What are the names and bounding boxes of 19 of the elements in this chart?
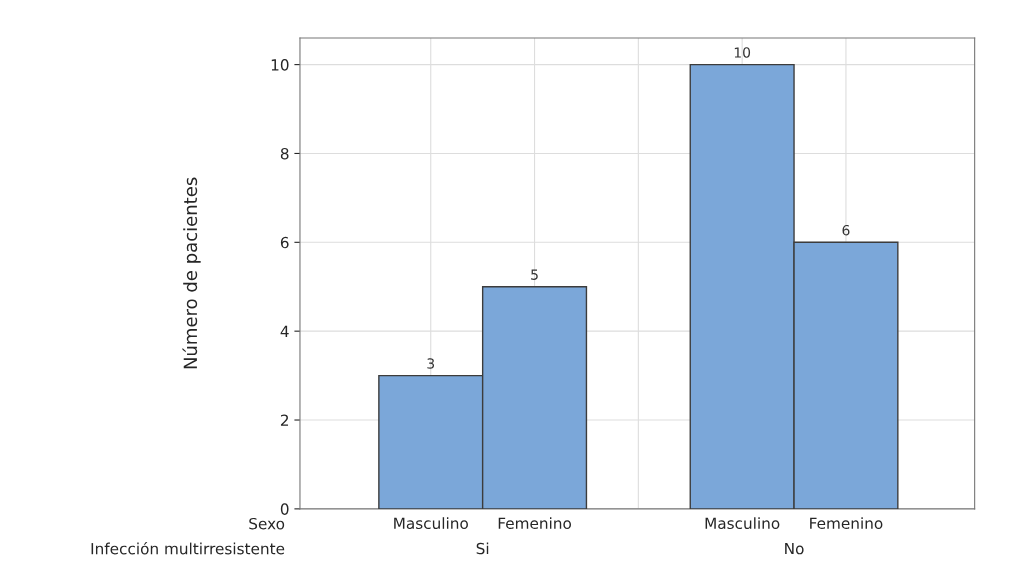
text: Si — [476, 542, 489, 555]
x-tick-label: Femenino — [498, 517, 572, 530]
y-axis-title: Número de pacientes — [182, 177, 201, 369]
text: Sexo — [249, 517, 285, 530]
y-tick-label: 10 — [271, 59, 289, 71]
y-tick-label: 0 — [280, 503, 289, 515]
y-tick-label: 8 — [280, 147, 289, 160]
y-tick-label: 6 — [280, 236, 289, 249]
text: No — [785, 542, 804, 555]
y-tick-label: 2 — [280, 414, 289, 426]
data-label: 10 — [734, 47, 751, 58]
data-label: 6 — [842, 224, 850, 236]
text: Infección multirresistente — [91, 542, 285, 555]
x-tick-label: Masculino — [705, 517, 780, 530]
y-tick-label: 4 — [280, 325, 289, 337]
data-label: 3 — [427, 358, 435, 369]
x-tick-label: Masculino — [394, 517, 468, 530]
data-label: 5 — [531, 269, 538, 280]
x-tick-label: Femenino — [810, 517, 883, 530]
